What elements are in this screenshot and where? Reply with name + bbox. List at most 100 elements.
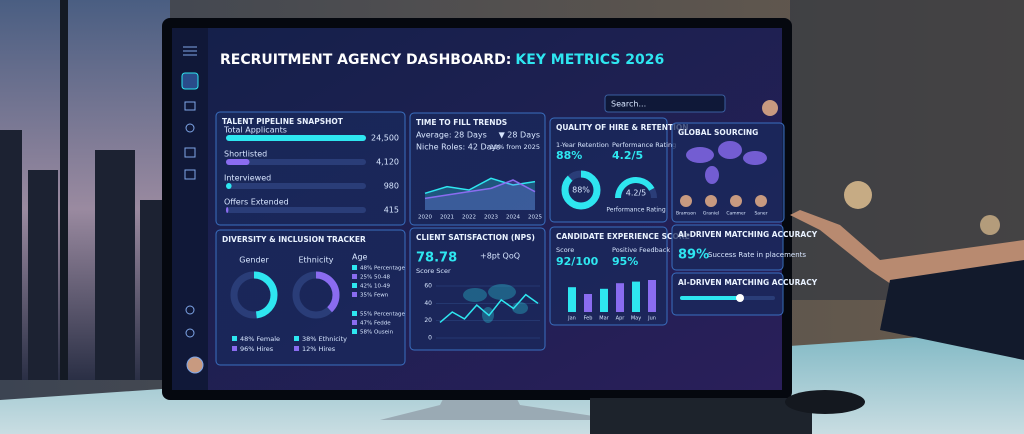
legend-swatch	[232, 336, 237, 341]
y-tick-label: 60	[424, 283, 432, 290]
x-tick-label: 2025	[528, 215, 542, 221]
dashboard-title: RECRUITMENT AGENCY DASHBOARD: KEY METRICS…	[220, 52, 664, 68]
panel	[671, 122, 785, 223]
panel-title: AI-DRIVEN MATCHING ACCURACY	[678, 230, 818, 239]
legend-text: 96% Hires	[240, 345, 274, 353]
x-tick-label: 2021	[440, 215, 454, 221]
panel	[671, 224, 784, 271]
y-tick-label: 20	[424, 317, 432, 324]
legend-swatch	[232, 346, 237, 351]
bar	[616, 283, 624, 312]
stat-value: 88%	[556, 149, 582, 162]
legend-swatch	[352, 265, 357, 270]
legend-text: 42% 10-49	[360, 284, 390, 290]
slider-fill	[680, 296, 740, 300]
group-label: Age	[352, 253, 368, 262]
legend-text: 55% Percentage	[360, 312, 406, 318]
y-tick-label: 40	[424, 300, 432, 307]
legend-swatch	[352, 320, 357, 325]
panel	[409, 112, 546, 226]
stat-label: Positive Feedback	[612, 246, 670, 254]
legend-text: 48% Female	[240, 335, 280, 343]
map-region	[686, 147, 714, 163]
legend-text: 48% Percentage	[360, 266, 406, 272]
row-value: 980	[384, 182, 399, 191]
panel	[671, 272, 784, 316]
donut-arc	[292, 271, 340, 319]
legend-text: 35% Fewn	[360, 293, 389, 299]
map-region	[705, 166, 719, 184]
bar	[226, 135, 366, 141]
bar	[632, 281, 640, 312]
stat-value: 92/100	[556, 255, 599, 268]
row-value: 24,500	[371, 134, 399, 143]
search-placeholder[interactable]: Search...	[611, 100, 646, 109]
x-tick-label: Feb	[584, 316, 593, 322]
x-tick-label: Jun	[647, 316, 656, 322]
match-value: 89%	[678, 248, 709, 263]
avatar[interactable]	[762, 100, 778, 116]
panel-title: CLIENT SATISFACTION (NPS)	[416, 233, 535, 242]
person-avatar	[680, 195, 692, 207]
match-note: Success Rate in placements	[708, 251, 806, 259]
person-name: Cammer	[726, 211, 745, 217]
legend-text: 12% Hires	[302, 345, 336, 353]
row-label: Interviewed	[224, 174, 271, 183]
person-avatar	[730, 195, 742, 207]
sidebar-icons	[181, 46, 204, 374]
legend-swatch	[294, 336, 299, 341]
stat: Niche Roles: 42 Days	[416, 143, 500, 152]
lamp	[844, 181, 872, 209]
line	[424, 177, 536, 195]
title-main: RECRUITMENT AGENCY DASHBOARD:	[220, 52, 511, 68]
legend-swatch	[294, 346, 299, 351]
area	[425, 178, 535, 210]
stat-value: 4.2/5	[612, 149, 643, 162]
line	[424, 179, 536, 200]
donut-label: 88%	[572, 186, 590, 195]
map-region	[718, 141, 742, 159]
x-tick-label: 2022	[462, 215, 476, 221]
bar	[600, 288, 608, 312]
panel	[549, 117, 668, 223]
mouse	[785, 390, 865, 414]
legend-swatch	[352, 292, 357, 297]
panel	[215, 229, 406, 366]
monitor-stand	[380, 385, 620, 420]
gauge-caption: Performance Rating	[606, 207, 665, 214]
search-box[interactable]	[604, 94, 726, 113]
person-name: Saner	[754, 211, 767, 217]
legend-text: 47% Fedde	[360, 321, 391, 327]
panel-title: TALENT PIPELINE SNAPSHOT	[222, 117, 344, 126]
person-name: Graniel	[703, 211, 719, 217]
nps-score: 78.78	[416, 251, 457, 266]
map-region	[463, 288, 487, 302]
person-avatar	[755, 195, 767, 207]
person-name: Bramson	[676, 211, 696, 217]
line	[439, 293, 539, 323]
row-value: 415	[384, 206, 399, 215]
x-tick-label: May	[631, 316, 641, 322]
bar-track	[226, 159, 366, 165]
bar	[226, 183, 232, 189]
nps-change: +8pt QoQ	[480, 252, 520, 261]
panel-title: QUALITY OF HIRE & RETENTION	[556, 123, 689, 132]
legend-swatch	[352, 274, 357, 279]
gauge-label: 4.2/5	[626, 189, 647, 198]
row-label: Shortlisted	[224, 150, 267, 159]
x-tick-label: 2023	[484, 215, 498, 221]
stat: Average: 28 Days	[416, 131, 487, 140]
window-frame	[60, 0, 68, 380]
person-avatar	[705, 195, 717, 207]
legend-swatch	[352, 329, 357, 334]
map-region	[488, 284, 516, 300]
bar	[648, 280, 656, 312]
gauge-arc	[615, 177, 655, 199]
row-label: Total Applicants	[223, 126, 287, 135]
row-label: Offers Extended	[224, 198, 289, 207]
stat-value: 95%	[612, 255, 638, 268]
legend-text: 25% 50-48	[360, 275, 390, 281]
group-label: Ethnicity	[298, 256, 333, 265]
